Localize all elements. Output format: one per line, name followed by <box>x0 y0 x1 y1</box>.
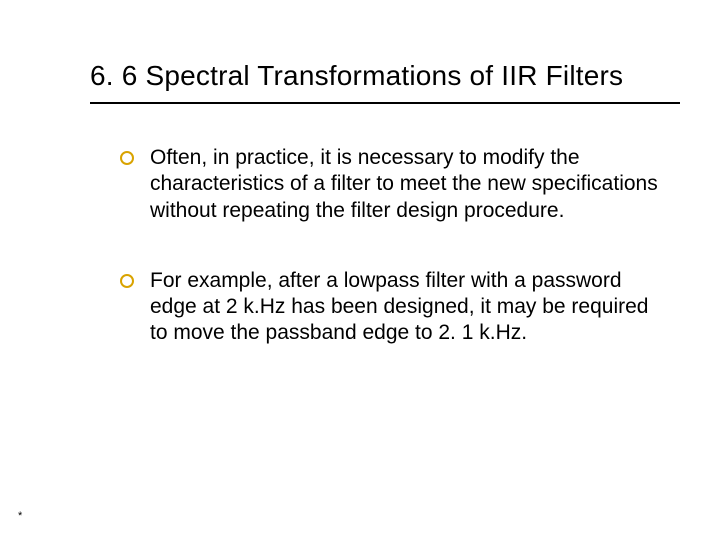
title-block: 6. 6 Spectral Transformations of IIR Fil… <box>90 60 680 104</box>
slide-body: Often, in practice, it is necessary to m… <box>120 145 660 391</box>
bullet-text: For example, after a lowpass filter with… <box>150 268 660 347</box>
list-item: For example, after a lowpass filter with… <box>120 268 660 347</box>
slide: 6. 6 Spectral Transformations of IIR Fil… <box>0 0 720 540</box>
list-item: Often, in practice, it is necessary to m… <box>120 145 660 224</box>
bullet-text: Often, in practice, it is necessary to m… <box>150 145 660 224</box>
circle-bullet-icon <box>120 151 134 165</box>
circle-bullet-icon <box>120 274 134 288</box>
footnote-marker: * <box>18 510 22 522</box>
slide-title: 6. 6 Spectral Transformations of IIR Fil… <box>90 60 680 104</box>
